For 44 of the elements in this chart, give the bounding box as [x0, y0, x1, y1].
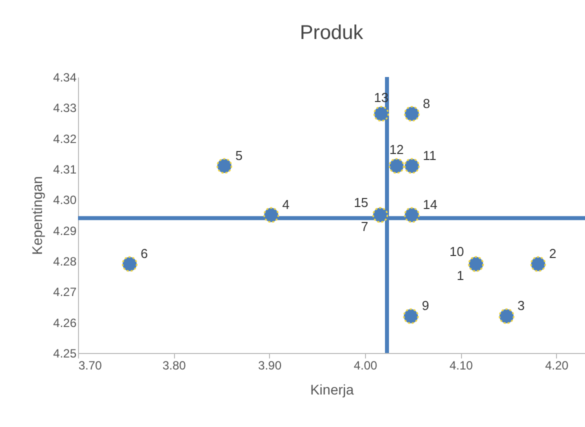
annotation: 1 — [456, 268, 464, 284]
point — [263, 207, 280, 223]
annotation: 8 — [422, 96, 430, 111]
annotation: 2 — [549, 246, 556, 262]
x-tick-label: 3.80 — [162, 358, 186, 372]
y-tick-label: 4.26 — [53, 316, 77, 330]
point — [403, 308, 419, 324]
point — [388, 158, 404, 174]
x-tick-label: 4.10 — [449, 358, 474, 372]
x-tick-label: 4.00 — [354, 358, 378, 372]
y-tick-label: 4.31 — [53, 162, 77, 176]
y-tick-label: 4.27 — [53, 285, 77, 300]
annotation: 11 — [422, 148, 436, 163]
y-tick-label: 4.33 — [53, 101, 77, 116]
annotation: 7 — [361, 219, 368, 234]
y-tick-label: 4.28 — [53, 254, 77, 268]
y-tick-label: 4.30 — [53, 193, 77, 208]
x-tick-label: 3.90 — [258, 358, 282, 372]
y-axis-title: Kepentingan — [29, 176, 46, 255]
point — [122, 256, 138, 272]
y-tick-label: 4.29 — [53, 224, 77, 238]
y-tick-label: 4.25 — [53, 346, 77, 360]
x-tick-label: 3.70 — [78, 358, 102, 372]
annotation: 4 — [282, 197, 290, 212]
annotation: 12 — [389, 142, 404, 157]
point — [530, 256, 546, 272]
y-tick-label: 4.32 — [53, 132, 77, 146]
annotation: 5 — [235, 148, 243, 163]
point — [498, 308, 514, 324]
y-tick-label: 4.34 — [53, 70, 77, 84]
chart-title: Produk — [300, 22, 364, 44]
point — [216, 158, 232, 174]
point — [373, 106, 390, 122]
point — [404, 207, 420, 223]
annotation: 9 — [422, 298, 430, 314]
x-tick-label: 4.20 — [545, 358, 569, 372]
x-axis-title: Kinerja — [310, 382, 354, 398]
annotation: 10 — [449, 244, 464, 260]
annotation: 14 — [422, 197, 438, 212]
annotation: 6 — [140, 246, 148, 262]
point — [404, 158, 420, 174]
annotation: 3 — [518, 298, 525, 314]
point — [404, 106, 420, 122]
annotation: 15 — [354, 195, 368, 210]
